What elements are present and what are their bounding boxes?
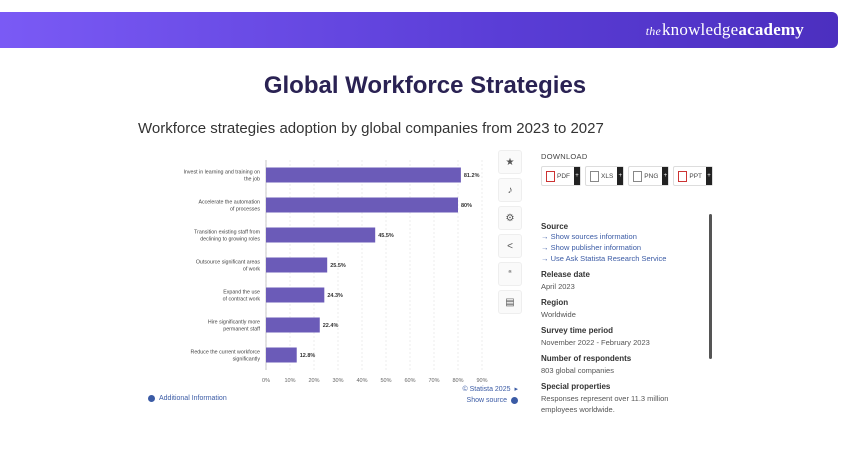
flag-icon: ▸: [514, 386, 518, 393]
bar: [266, 347, 297, 363]
bar: [266, 257, 328, 273]
print-icon[interactable]: ▤: [498, 290, 522, 314]
xls-plus-icon[interactable]: +: [617, 167, 624, 185]
quote-icon[interactable]: “: [498, 262, 522, 286]
category-label: Outsource significant areas of work: [196, 260, 261, 273]
ppt-label: PPT: [689, 172, 703, 180]
category-label: Transition existing staff from declining …: [194, 230, 261, 243]
research-service-link-label: Use Ask Statista Research Service: [550, 254, 667, 263]
bar: [266, 287, 325, 303]
page-title: Global Workforce Strategies: [263, 72, 587, 99]
info-section: Source → Show sources information → Show…: [541, 216, 706, 415]
special-value: Responses represent over 11.3 million em…: [541, 394, 669, 414]
gear-icon[interactable]: ⚙: [498, 206, 522, 230]
x-tick-label: 60%: [404, 378, 415, 384]
additional-info-label: Additional Information: [159, 395, 227, 402]
ppt-file-icon: [678, 170, 688, 182]
chart-title: Workforce strategies adoption by global …: [138, 120, 604, 137]
info-icon: [148, 395, 155, 402]
top-banner: theknowledgeacademy: [0, 12, 838, 48]
x-tick-label: 90%: [476, 378, 487, 384]
download-label: DOWNLOAD: [541, 152, 588, 161]
chart-footer-right: © Statista 2025 ▸ Show source: [430, 385, 518, 408]
x-tick-label: 40%: [356, 378, 367, 384]
sources-info-link-label: Show sources information: [550, 232, 637, 241]
research-service-link[interactable]: → Use Ask Statista Research Service: [541, 254, 667, 263]
bar-value-label: 24.3%: [327, 293, 343, 299]
download-xls-button[interactable]: XLS +: [585, 166, 625, 186]
bell-icon[interactable]: ♪: [498, 178, 522, 202]
pdf-label: PDF: [557, 172, 570, 180]
bar: [266, 167, 461, 183]
x-tick-label: 70%: [428, 378, 439, 384]
bar-value-label: 12.8%: [300, 353, 316, 359]
x-tick-label: 10%: [284, 378, 295, 384]
x-tick-label: 0%: [262, 378, 270, 384]
show-source-link[interactable]: Show source: [430, 397, 518, 404]
ppt-plus-icon[interactable]: +: [706, 167, 713, 185]
brand-prefix: the: [645, 24, 661, 38]
bar-value-label: 81.2%: [464, 173, 480, 179]
category-label: Hire significantly more permanent staff: [208, 320, 261, 333]
bar: [266, 317, 320, 333]
brand-logo[interactable]: theknowledgeacademy: [646, 20, 804, 40]
category-label: Reduce the current workforce significantl…: [191, 350, 261, 363]
download-ppt-button[interactable]: PPT +: [673, 166, 714, 186]
brand-main: knowledge: [661, 20, 739, 39]
additional-info-link[interactable]: Additional Information: [148, 395, 227, 402]
chart-card: 0% 10% 20% 30% 40% 50% 60% 70% 80% 90% 81.2% Invest…: [138, 146, 526, 408]
png-label: PNG: [644, 172, 659, 180]
category-label: Expand the use of contract work: [223, 290, 261, 303]
region-heading: Region: [541, 298, 569, 307]
png-file-icon: [633, 170, 643, 182]
bar: [266, 227, 376, 243]
publisher-info-link-label: Show publisher information: [550, 243, 642, 252]
x-tick-label: 30%: [332, 378, 343, 384]
source-heading: Source: [541, 222, 569, 231]
publisher-info-link[interactable]: → Show publisher information: [541, 243, 642, 252]
png-plus-icon[interactable]: +: [662, 167, 669, 185]
respondents-value: 803 global companies: [541, 366, 614, 375]
x-tick-label: 20%: [308, 378, 319, 384]
show-source-label: Show source: [466, 397, 507, 404]
download-png-button[interactable]: PNG +: [628, 166, 670, 186]
x-tick-label: 80%: [452, 378, 463, 384]
respondents-heading: Number of respondents: [541, 354, 632, 363]
xls-label: XLS: [601, 172, 614, 180]
bar-value-label: 25.5%: [330, 263, 346, 269]
xls-file-icon: [590, 170, 599, 182]
share-icon[interactable]: <: [498, 234, 522, 258]
x-tick-label: 50%: [380, 378, 391, 384]
info-scrollbar[interactable]: [709, 214, 712, 359]
region-value: Worldwide: [541, 310, 576, 319]
pdf-file-icon: [546, 170, 555, 182]
chart-toolbar: ★ ♪ ⚙ < “ ▤: [498, 150, 522, 318]
brand-suffix: academy: [738, 20, 804, 39]
special-heading: Special properties: [541, 382, 611, 391]
bar-chart: 0% 10% 20% 30% 40% 50% 60% 70% 80% 90% 81.2% Invest…: [183, 160, 488, 384]
pdf-plus-icon[interactable]: +: [574, 167, 580, 185]
release-value: April 2023: [541, 282, 575, 291]
copyright-text: © Statista 2025: [462, 385, 511, 393]
star-icon[interactable]: ★: [498, 150, 522, 174]
category-label: Accelerate the automation of processes: [198, 200, 260, 213]
source-info-icon: [511, 397, 518, 404]
bar-value-label: 80%: [461, 203, 472, 209]
bar-value-label: 22.4%: [323, 323, 339, 329]
bar: [266, 197, 458, 213]
download-buttons: PDF + XLS + PNG + PPT +: [541, 166, 714, 186]
side-panel: DOWNLOAD PDF + XLS + PNG + PPT + Source → Sh…: [535, 146, 715, 414]
survey-heading: Survey time period: [541, 326, 614, 335]
sources-info-link[interactable]: → Show sources information: [541, 232, 637, 241]
bar-value-label: 45.5%: [378, 233, 394, 239]
release-heading: Release date: [541, 270, 590, 279]
category-label: Invest in learning and training on the jo…: [183, 170, 260, 183]
survey-value: November 2022 - February 2023: [541, 338, 650, 347]
download-pdf-button[interactable]: PDF +: [541, 166, 581, 186]
